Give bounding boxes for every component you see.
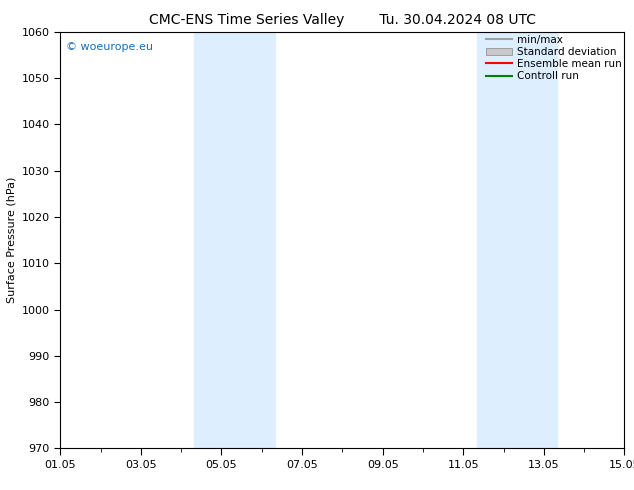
Text: © woeurope.eu: © woeurope.eu	[66, 42, 153, 52]
Bar	[477, 32, 557, 448]
Bar	[195, 32, 275, 448]
Title: CMC-ENS Time Series Valley        Tu. 30.04.2024 08 UTC: CMC-ENS Time Series Valley Tu. 30.04.202…	[149, 13, 536, 26]
Legend: min/max, Standard deviation, Ensemble mean run, Controll run: min/max, Standard deviation, Ensemble me…	[486, 34, 623, 82]
Y-axis label: Surface Pressure (hPa): Surface Pressure (hPa)	[6, 177, 16, 303]
